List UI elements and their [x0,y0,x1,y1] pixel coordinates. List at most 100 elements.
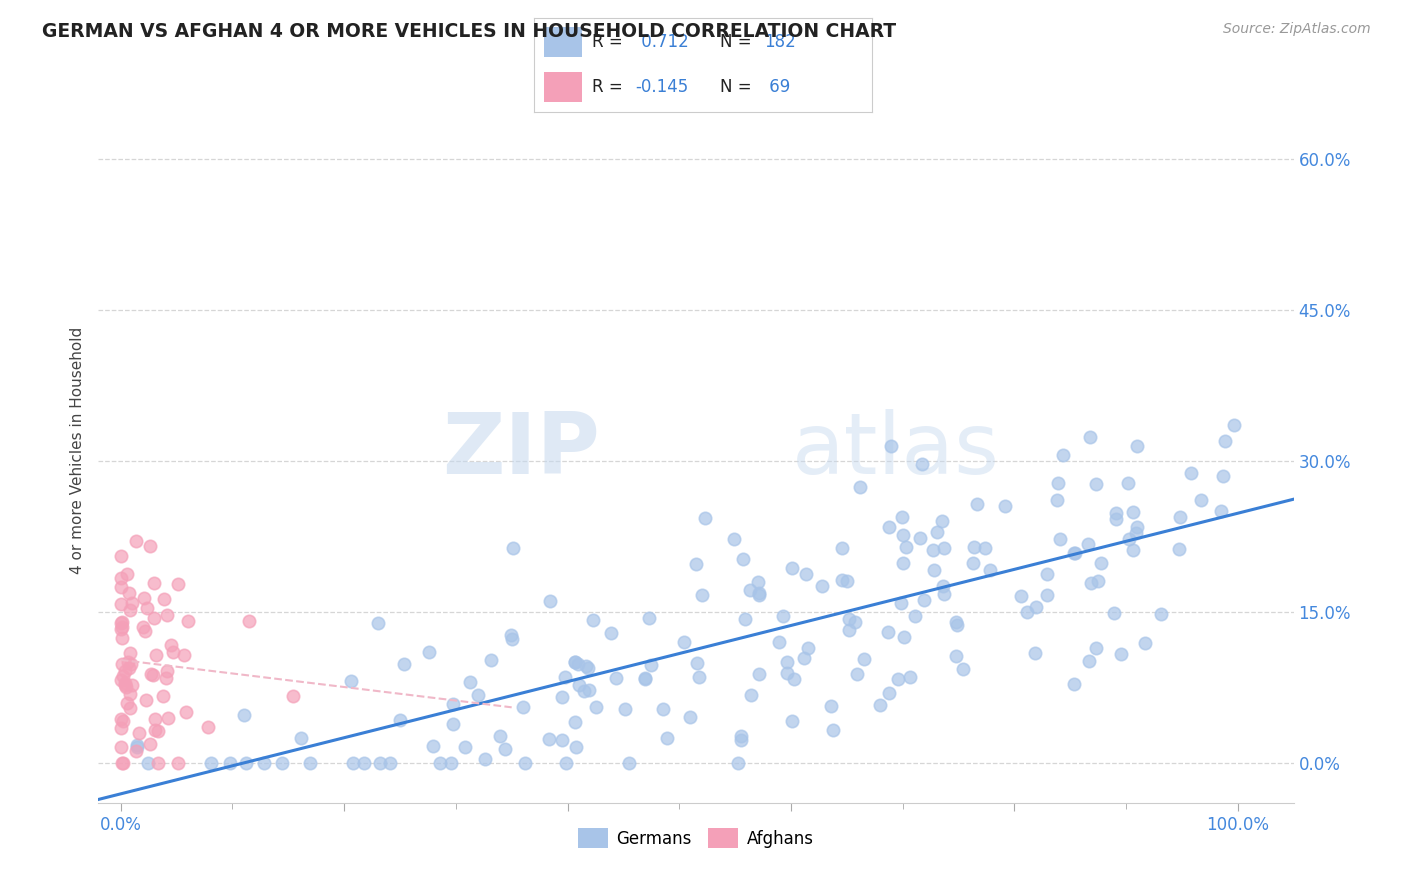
Point [564,715,586,730]
Point [924,563,946,577]
Point [238,614,260,628]
Point [748,667,770,681]
Point [441,717,464,731]
Point [1209,504,1232,518]
Point [890,510,912,524]
Point [904,609,927,624]
Point [166,756,188,770]
Point [139,738,162,752]
Point [132,620,155,634]
Point [1063,677,1085,691]
Point [599,625,621,640]
Point [120,657,142,672]
Point [922,542,945,557]
Point [474,752,496,766]
Legend: Germans, Afghans: Germans, Afghans [571,822,821,855]
Point [125,533,148,548]
Point [114,664,136,678]
Point [1168,541,1191,556]
Text: N =: N = [720,78,756,96]
Point [200,756,222,770]
Point [125,739,148,753]
Point [890,596,912,610]
Point [1180,466,1202,480]
Point [501,632,523,646]
Point [634,671,657,685]
Point [652,701,675,715]
Point [673,634,696,648]
Point [1126,520,1149,534]
Point [640,658,662,673]
Point [748,586,770,600]
Text: R =: R = [592,78,627,96]
Point [353,756,375,770]
Point [1046,476,1069,491]
Point [1105,512,1128,526]
Point [441,697,464,711]
FancyBboxPatch shape [544,72,582,103]
Point [110,712,132,726]
Point [555,756,578,770]
Point [565,739,588,754]
Point [110,616,132,631]
Point [117,696,139,710]
Point [121,596,143,610]
Point [118,687,141,701]
Point [143,723,166,737]
Point [1126,439,1149,453]
Point [568,678,591,692]
Point [776,665,799,680]
Point [945,615,967,629]
Point [994,499,1017,513]
Point [811,579,834,593]
Point [1010,589,1032,603]
Point [142,611,165,625]
Text: 69: 69 [763,78,790,96]
Point [177,615,200,629]
Point [1102,606,1125,620]
Point [685,558,707,572]
Point [111,620,134,634]
Point [489,729,512,743]
Point [115,680,138,694]
Point [1052,448,1074,462]
Point [110,598,132,612]
Point [849,480,872,494]
Point [927,524,949,539]
Point [934,587,956,601]
Point [1036,567,1059,582]
Point [748,588,770,602]
Point [494,741,516,756]
Point [730,733,752,747]
Point [156,665,179,679]
Point [1036,588,1059,602]
Point [367,615,389,630]
Point [174,706,197,720]
Point [838,624,860,638]
Point [734,611,756,625]
Point [167,577,190,591]
Point [134,591,156,606]
Point [152,689,174,703]
Point [460,674,482,689]
Point [1109,647,1132,661]
Point [111,668,134,682]
Point [932,541,955,555]
Point [110,739,132,754]
Point [143,575,166,590]
Point [1087,574,1109,588]
Point [585,700,607,714]
Point [429,756,451,770]
Point [853,652,876,666]
Point [1189,492,1212,507]
Point [136,601,159,615]
Point [111,631,134,645]
Point [120,646,142,660]
Point [1168,510,1191,524]
Point [136,756,159,770]
Point [138,539,160,553]
Point [378,756,401,770]
Point [780,561,803,575]
Text: Source: ZipAtlas.com: Source: ZipAtlas.com [1223,22,1371,37]
Point [797,640,820,655]
